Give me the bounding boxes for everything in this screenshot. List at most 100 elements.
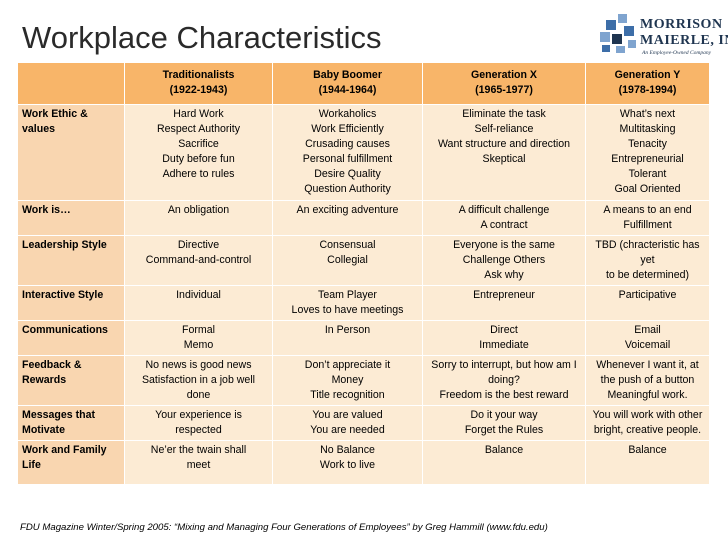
cell-line: Sorry to interrupt, but how am I	[431, 359, 577, 371]
cell-line: Direct	[490, 324, 518, 336]
row-header-cell: Feedback & Rewards	[18, 356, 125, 406]
cell-line: Do it your way	[470, 409, 538, 421]
cell-line: No Balance	[320, 444, 375, 456]
cell-line: Work to live	[319, 459, 376, 471]
cell-line: Ne’er the twain shall	[150, 444, 247, 456]
cell-line: An obligation	[167, 204, 230, 216]
table-cell: Whenever I want it, at the push of a butt…	[586, 356, 710, 406]
header-years: (1978-1994)	[618, 84, 677, 96]
cell-line: Voicemail	[624, 339, 671, 351]
table-row: Work Ethic & values Hard Work Respect Autho…	[18, 105, 710, 201]
table-cell: No news is good news Satisfaction in a jo…	[125, 356, 273, 406]
cell-line: What’s next	[619, 108, 676, 120]
cell-line: Consensual	[319, 239, 376, 251]
cell-line: Command-and-control	[145, 254, 252, 266]
cell-line: Formal	[182, 324, 215, 336]
cell-line: Balance	[628, 444, 667, 456]
cell-line: Title recognition	[310, 389, 385, 401]
logo-tagline: An Employee-Owned Company	[642, 50, 712, 56]
cell-line: TBD (chracteristic has yet	[595, 239, 700, 266]
cell-line: Whenever I want it, at	[596, 359, 699, 371]
cell-line: Directive	[177, 239, 220, 251]
cell-line: Personal fulfillment	[302, 153, 393, 165]
header-name: Traditionalists	[162, 69, 235, 81]
table-cell: Everyone is the same Challenge Others Ask …	[423, 236, 586, 286]
table-cell: Individual	[125, 286, 273, 321]
cell-line: Individual	[176, 289, 221, 301]
table-header-row: Traditionalists (1922-1943) Baby Boomer …	[18, 63, 710, 105]
table-cell: Do it your way Forget the Rules	[423, 406, 586, 441]
cell-line: Email	[634, 324, 661, 336]
cell-line: You are needed	[310, 424, 385, 436]
cell-line: Multitasking	[619, 123, 676, 135]
table-cell: Consensual Collegial	[273, 236, 423, 286]
table-cell: You will work with other bright, creative…	[586, 406, 710, 441]
row-label-line: Work is…	[22, 204, 71, 216]
table-cell: In Person	[273, 321, 423, 356]
table-cell: Email Voicemail	[586, 321, 710, 356]
table-cell: Team Player Loves to have meetings	[273, 286, 423, 321]
table-row: Messages that Motivate Your experience is r…	[18, 406, 710, 441]
table-cell: Participative	[586, 286, 710, 321]
table-cell: Eliminate the task Self-reliance Want stru…	[423, 105, 586, 201]
cell-line: Adhere to rules	[162, 168, 235, 180]
cell-line: Immediate	[479, 339, 529, 351]
cell-line: Forget the Rules	[464, 424, 544, 436]
cell-line: In Person	[324, 324, 371, 336]
cell-line: doing?	[488, 374, 520, 386]
row-label-line: Communications	[22, 324, 108, 336]
source-citation: FDU Magazine Winter/Spring 2005: “Mixing…	[20, 522, 548, 533]
cell-line: bright, creative people.	[593, 424, 702, 436]
cell-line: An exciting adventure	[296, 204, 399, 216]
logo-building-icon	[600, 14, 636, 53]
cell-line: Collegial	[327, 254, 368, 266]
table-row: Work is… An obligation An exciting adventu…	[18, 201, 710, 236]
cell-line: Memo	[183, 339, 214, 351]
header-traditionalists: Traditionalists (1922-1943)	[125, 63, 273, 105]
cell-line: Freedom is the best reward	[439, 389, 569, 401]
row-label-line: Work and Family	[22, 444, 107, 456]
company-logo: MORRISON MAIERLE, INC. An Employee-Owned…	[598, 8, 728, 60]
table-row: Feedback & Rewards No news is good news Sat…	[18, 356, 710, 406]
cell-line: A means to an end	[603, 204, 692, 216]
cell-line: Desire Quality	[314, 168, 381, 180]
row-header-cell: Interactive Style	[18, 286, 125, 321]
table-cell: An exciting adventure	[273, 201, 423, 236]
cell-line: Don’t appreciate it	[304, 359, 391, 371]
cell-line: Meaningful work.	[607, 389, 688, 401]
cell-line: Crusading causes	[305, 138, 390, 150]
table-cell: Ne’er the twain shall meet	[125, 441, 273, 485]
header-corner-cell	[18, 63, 125, 105]
cell-line: done	[186, 389, 211, 401]
table-row: Work and Family Life Ne’er the twain shall…	[18, 441, 710, 485]
header-years: (1944-1964)	[318, 84, 377, 96]
cell-line: You are valued	[312, 409, 383, 421]
table-cell: Hard Work Respect Authority Sacrifice Duty …	[125, 105, 273, 201]
cell-line: Duty before fun	[162, 153, 235, 165]
cell-line: A difficult challenge	[458, 204, 550, 216]
row-label-line: Messages that	[22, 409, 96, 421]
header-baby-boomer: Baby Boomer (1944-1964)	[273, 63, 423, 105]
table-cell: Entrepreneur	[423, 286, 586, 321]
table-cell: A difficult challenge A contract	[423, 201, 586, 236]
cell-line: Eliminate the task	[462, 108, 546, 120]
header-name: Baby Boomer	[313, 69, 382, 81]
table-cell: Sorry to interrupt, but how am I doing? Fr…	[423, 356, 586, 406]
table-cell: Direct Immediate	[423, 321, 586, 356]
row-header-cell: Work Ethic & values	[18, 105, 125, 201]
cell-line: Money	[331, 374, 364, 386]
cell-line: Challenge Others	[462, 254, 546, 266]
header-years: (1965-1977)	[475, 84, 533, 96]
cell-line: Ask why	[484, 269, 524, 281]
header-name: Generation Y	[614, 69, 681, 81]
cell-line: Satisfaction in a job well	[141, 374, 256, 386]
table-cell: Workaholics Work Efficiently Crusading cau…	[273, 105, 423, 201]
cell-line: Work Efficiently	[311, 123, 384, 135]
header-years: (1922-1943)	[169, 84, 228, 96]
cell-line: Skeptical	[482, 153, 526, 165]
row-label-line: Work Ethic &	[22, 108, 88, 120]
cell-line: Tolerant	[628, 168, 667, 180]
logo-name-line1: MORRISON	[640, 17, 723, 32]
slide-title: Workplace Characteristics	[22, 20, 382, 55]
cell-line: Fulfillment	[623, 219, 672, 231]
